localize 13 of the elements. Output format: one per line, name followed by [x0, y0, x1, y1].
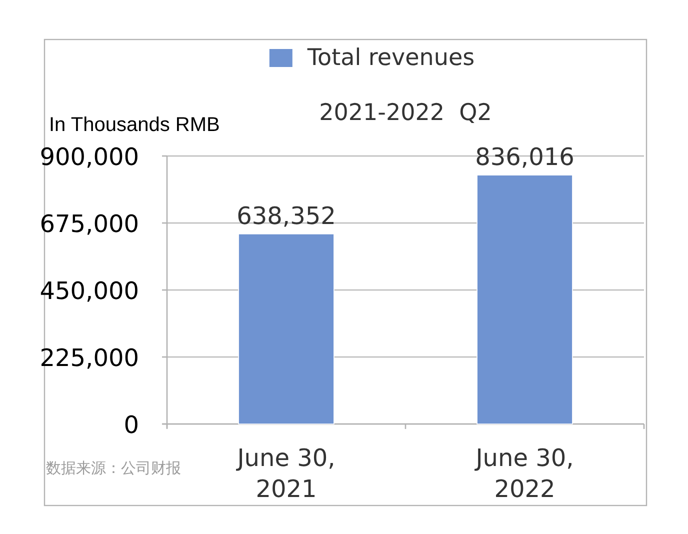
ytick: 225,000 — [40, 344, 139, 372]
xtick: June 30, 2021 — [237, 444, 336, 503]
ylabel: In Thousands RMB — [49, 114, 220, 136]
title: 2021-2022 Q2 — [319, 100, 492, 126]
data-label: 836,016 — [475, 143, 574, 172]
data-label: 638,352 — [236, 202, 336, 230]
annotation: 数据来源：公司财报 — [46, 460, 181, 477]
ytick: 675,000 — [40, 210, 139, 238]
ytick: 900,000 — [40, 143, 139, 171]
xtick: June 30, 2022 — [476, 444, 574, 503]
legend-label: Total revenues — [307, 45, 475, 71]
ytick: 0 — [124, 411, 139, 439]
ytick: 450,000 — [40, 277, 139, 305]
